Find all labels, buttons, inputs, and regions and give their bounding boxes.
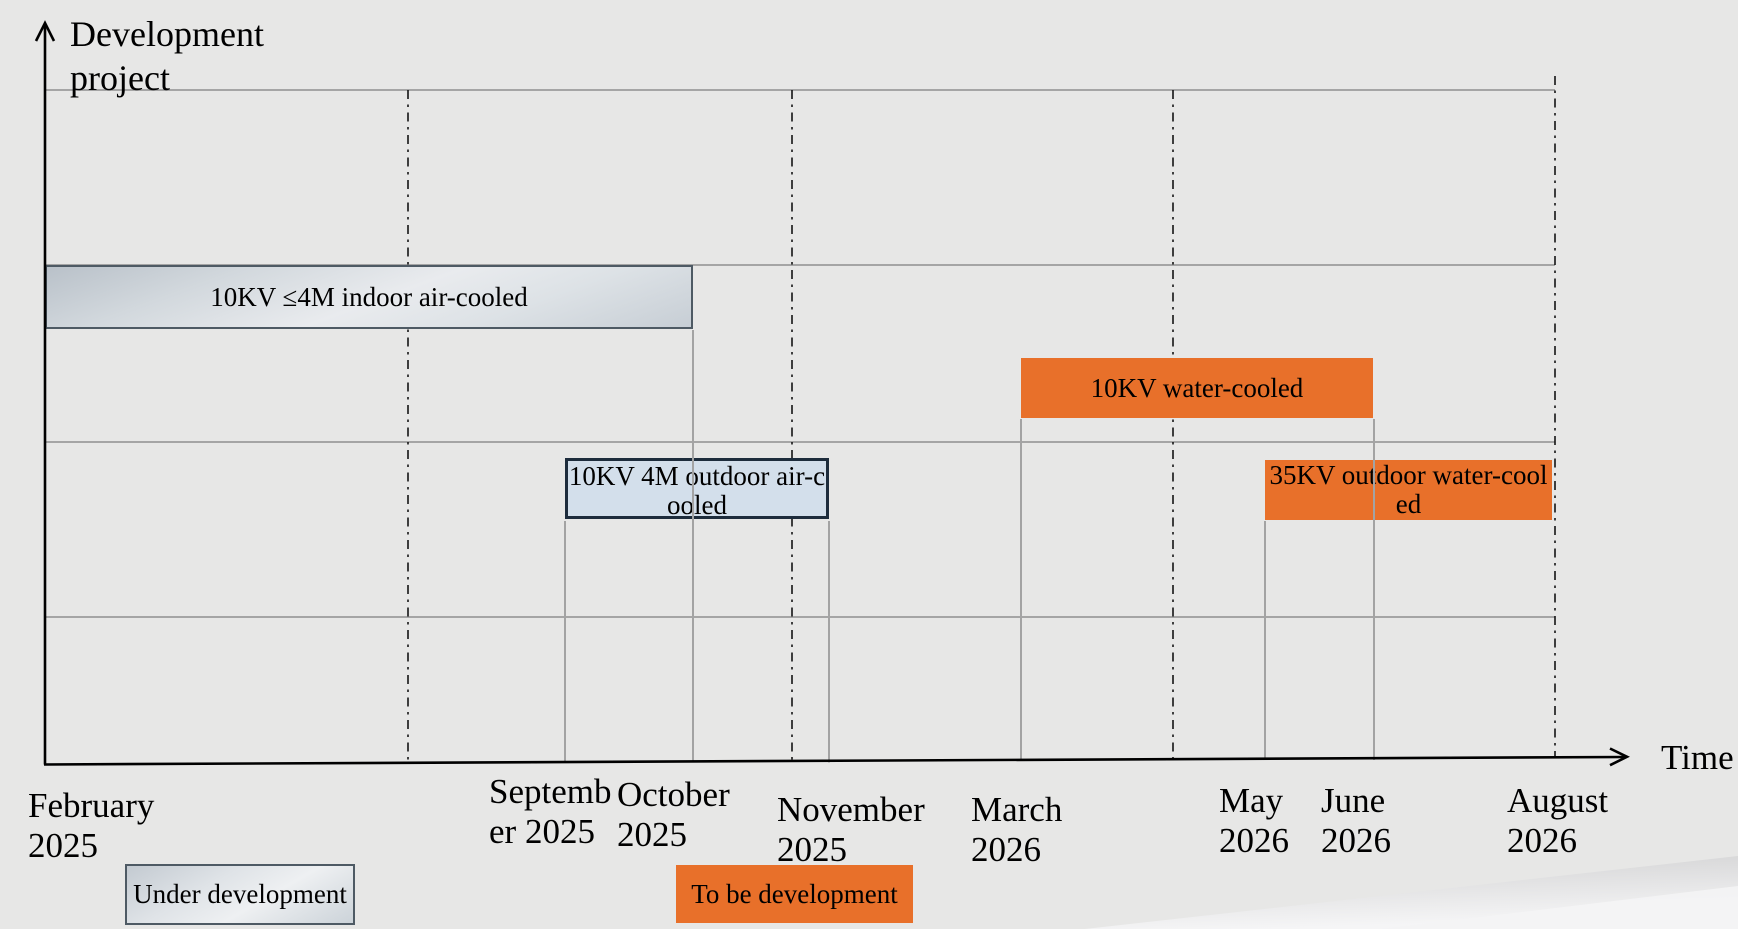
tick-line2: 2025 [28,826,98,865]
tick-line1: Septemb [489,772,612,811]
tick-line2: 2026 [1507,821,1577,860]
tick-line1: February [28,786,155,825]
tick-line2: 2025 [617,815,687,854]
tick-line1: August [1507,781,1609,820]
task-bar-label-line2: ooled [667,490,727,520]
y-axis-arrow-icon [34,20,56,42]
task-bar-label: 10KV water-cooled [1090,373,1304,403]
vertical-dashdot-dividers [407,76,1556,760]
legend-to-be-development-label: To be development [691,878,898,909]
x-tick-november-2025: November 2025 [777,790,925,870]
task-bar-10kv-water-cooled: 10KV water-cooled [1021,358,1373,418]
tick-line1: March [971,790,1063,829]
task-bar-outdoor-air-cooled: 10KV 4M outdoor air-c ooled [565,458,829,520]
connector-lines [564,330,1375,763]
task-bar-indoor-air-cooled: 10KV ≤4M indoor air-cooled [45,265,693,329]
task-bar-label-line2: ed [1395,489,1422,519]
corner-wedge-small [1380,886,1738,929]
x-axis [43,755,1627,766]
tick-line2: er 2025 [489,812,595,851]
tick-line2: 2026 [971,830,1041,869]
tick-line1: May [1219,781,1284,820]
legend-to-be-development: To be development [676,865,913,923]
y-axis-title-line1: Development [70,14,264,54]
tick-line1: November [777,790,925,829]
tick-line2: 2025 [777,830,847,869]
task-bar-35kv-outdoor-water-cooled: 35KV outdoor water-cool ed [1265,460,1552,520]
task-bar-label-line1: 10KV 4M outdoor air-c [568,461,826,491]
legend-under-development: Under development [125,864,355,925]
x-tick-october-2025: October 2025 [617,775,730,855]
tick-line1: June [1321,781,1386,820]
tick-line2: 2026 [1321,821,1391,860]
x-tick-february-2025: February 2025 [28,786,154,866]
legend-under-development-label: Under development [133,879,347,909]
x-tick-may-2026: May 2026 [1219,781,1289,861]
y-axis-title: Development project [70,12,264,100]
task-bar-label: 10KV ≤4M indoor air-cooled [210,282,528,312]
task-bar-label-line1: 35KV outdoor water-cool [1269,460,1548,490]
x-axis-title: Time [1661,738,1734,777]
y-axis-title-line2: project [70,58,170,98]
x-tick-june-2026: June 2026 [1321,781,1391,861]
x-tick-august-2026: August 2026 [1507,781,1608,861]
tick-line2: 2026 [1219,821,1289,860]
x-axis-arrow-icon [1609,747,1630,767]
tick-line1: October [617,775,730,814]
x-tick-march-2026: March 2026 [971,790,1062,870]
x-tick-september-2025: Septemb er 2025 [489,772,611,852]
